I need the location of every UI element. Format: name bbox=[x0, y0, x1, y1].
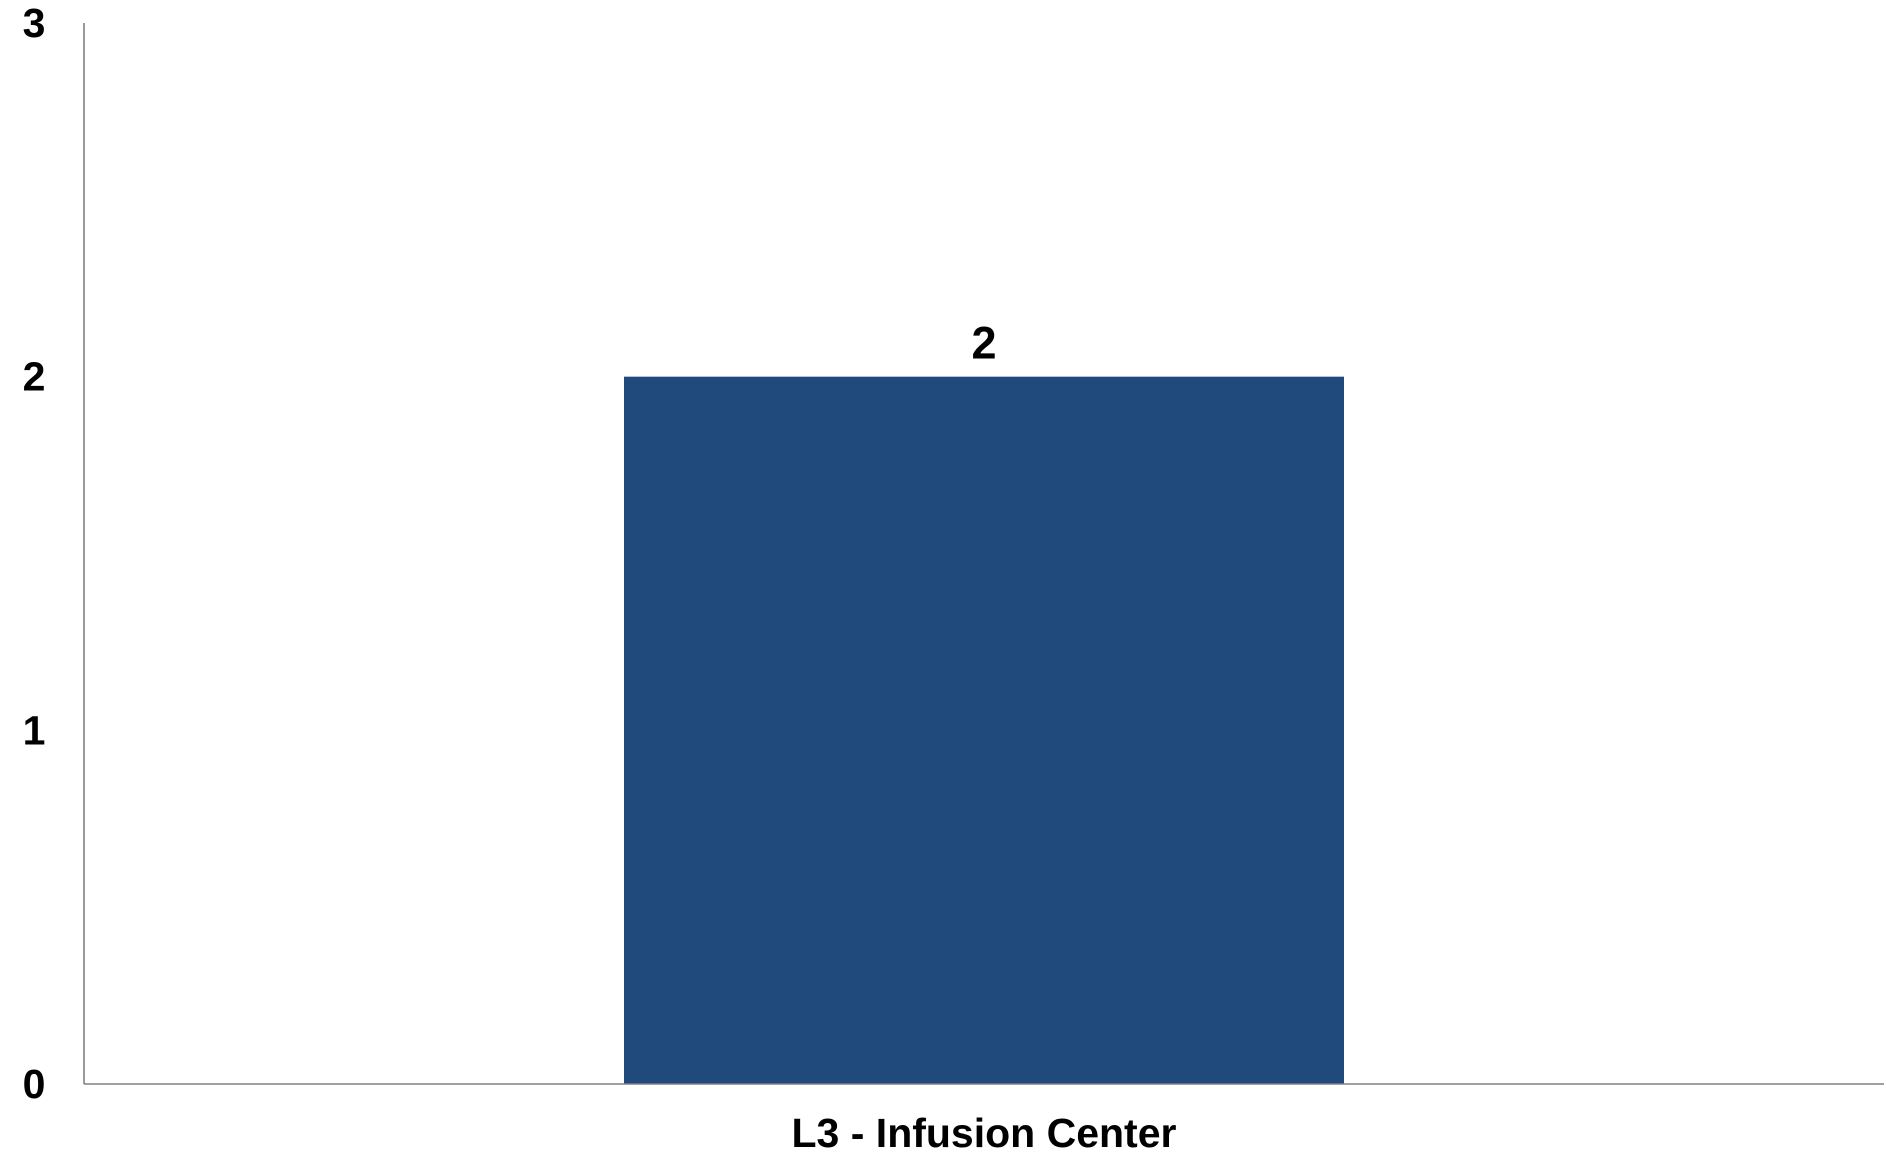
x-axis-labels: L3 - Infusion Center bbox=[792, 1110, 1177, 1152]
bar-data-label: 2 bbox=[971, 318, 996, 369]
x-category-label: L3 - Infusion Center bbox=[792, 1110, 1177, 1152]
y-tick-label: 3 bbox=[23, 0, 46, 46]
bar bbox=[624, 376, 1344, 1085]
bars bbox=[624, 376, 1344, 1085]
data-labels: 2 bbox=[971, 318, 996, 369]
y-axis-ticks: 0 1 2 3 bbox=[23, 0, 46, 1107]
y-tick-label: 2 bbox=[23, 354, 46, 400]
y-tick-label: 1 bbox=[23, 707, 46, 753]
y-tick-label: 0 bbox=[23, 1061, 46, 1107]
